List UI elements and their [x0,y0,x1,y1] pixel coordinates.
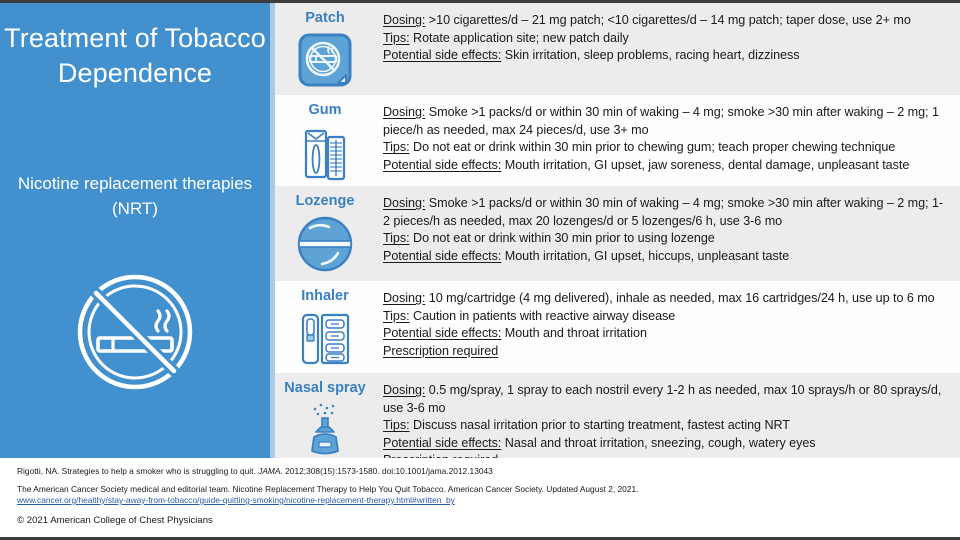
table-row-patch: Patch Dosing: >10 cig [275,3,960,95]
prescription-line: Prescription required [383,343,948,361]
page-title: Treatment of Tobacco Dependence [4,23,266,88]
citation1-journal: JAMA [258,466,281,476]
tips-text: Rotate application site; new patch daily [409,30,629,45]
tips-line: Tips: Discuss nasal irritation prior to … [383,417,948,435]
side-effects-text: Mouth irritation, GI upset, hiccups, unp… [501,248,790,263]
citation1-pre: Rigotti, NA. Strategies to help a smoker… [17,466,259,476]
citation-rigotti: Rigotti, NA. Strategies to help a smoker… [17,466,493,477]
table-row-nasal-spray: Nasal spray [275,373,960,467]
row-text-col-lozenge: Dosing: Smoke >1 packs/d or within 30 mi… [375,186,960,281]
side-effects-text: Mouth irritation, GI upset, jaw soreness… [501,157,910,172]
dosing-label: Dosing: [383,383,426,397]
dosing-line: Dosing: Smoke >1 packs/d or within 30 mi… [383,104,948,139]
tips-text: Do not eat or drink within 30 min prior … [409,140,896,155]
nicotine-inhaler-icon [295,309,355,372]
side-effects-label: Potential side effects: [383,435,502,450]
copyright-text: © 2021 American College of Chest Physici… [17,515,213,526]
dosing-label: Dosing: [383,196,426,210]
dosing-text: 10 mg/cartridge (4 mg delivered), inhale… [425,291,935,305]
dosing-text: 0.5 mg/spray, 1 spray to each nostril ev… [383,383,942,415]
side-effects-line: Potential side effects: Mouth irritation… [383,248,948,266]
dosing-label: Dosing: [383,291,426,305]
citation-acs-link[interactable]: www.cancer.org/healthy/stay-away-from-to… [17,495,455,505]
citation1-post: . 2012;308(15):1573-1580. doi:10.1001/ja… [280,466,493,476]
dosing-text: Smoke >1 packs/d or within 30 min of wak… [383,105,939,137]
row-label-gum: Gum [308,102,342,118]
table-row-inhaler: Inhaler [275,281,960,373]
tips-label: Tips: [383,418,410,433]
table-row-gum: Gum [275,95,960,186]
dosing-label: Dosing: [383,13,426,27]
dosing-label: Dosing: [383,105,426,119]
row-icon-col-lozenge: Lozenge [275,186,375,281]
side-effects-label: Potential side effects: [383,248,502,263]
row-icon-col-nasal-spray: Nasal spray [275,373,375,458]
row-label-patch: Patch [305,10,345,26]
nicotine-patch-icon [296,31,354,94]
side-effects-text: Mouth and throat irritation [501,326,647,341]
row-text-col-patch: Dosing: >10 cigarettes/d – 21 mg patch; … [375,3,960,95]
row-icon-col-inhaler: Inhaler [275,281,375,373]
row-icon-col-patch: Patch [275,3,375,95]
side-effects-label: Potential side effects: [383,48,502,63]
row-text-col-nasal-spray: Dosing: 0.5 mg/spray, 1 spray to each no… [375,373,960,467]
no-smoking-icon [74,271,196,398]
nicotine-gum-icon [296,123,354,188]
tips-line: Tips: Caution in patients with reactive … [383,308,948,326]
tips-label: Tips: [383,231,410,246]
sidebar-edge-divider [270,3,275,458]
tips-line: Tips: Rotate application site; new patch… [383,30,948,48]
prescription-label: Prescription required [383,343,499,358]
side-effects-label: Potential side effects: [383,157,502,172]
tips-text: Do not eat or drink within 30 min prior … [409,231,715,246]
tips-text: Caution in patients with reactive airway… [409,308,676,323]
side-effects-line: Potential side effects: Skin irritation,… [383,47,948,65]
tips-label: Tips: [383,140,410,155]
row-text-col-gum: Dosing: Smoke >1 packs/d or within 30 mi… [375,95,960,186]
row-icon-col-gum: Gum [275,95,375,186]
citation-acs: The American Cancer Society medical and … [17,484,639,494]
dosing-line: Dosing: 10 mg/cartridge (4 mg delivered)… [383,290,948,308]
title-sidebar: Treatment of Tobacco Dependence Nicotine… [0,3,270,458]
tips-label: Tips: [383,308,410,323]
side-effects-line: Potential side effects: Nasal and throat… [383,435,948,453]
side-effects-text: Nasal and throat irritation, sneezing, c… [501,435,816,450]
tips-text: Discuss nasal irritation prior to starti… [409,418,790,433]
side-effects-text: Skin irritation, sleep problems, racing … [501,48,800,63]
tips-line: Tips: Do not eat or drink within 30 min … [383,139,948,157]
dosing-text: Smoke >1 packs/d or within 30 min of wak… [383,196,944,228]
side-effects-line: Potential side effects: Mouth irritation… [383,157,948,175]
footer: Rigotti, NA. Strategies to help a smoker… [0,458,960,537]
table-row-lozenge: Lozenge Dosing: Smoke >1 packs/d or with… [275,186,960,281]
nrt-rows-container: Patch Dosing: >10 cig [275,3,960,467]
tips-line: Tips: Do not eat or drink within 30 min … [383,230,948,248]
page-subtitle: Nicotine replacement therapies (NRT) [17,174,253,218]
dosing-line: Dosing: >10 cigarettes/d – 21 mg patch; … [383,12,948,30]
row-label-lozenge: Lozenge [295,193,355,209]
dosing-line: Dosing: 0.5 mg/spray, 1 spray to each no… [383,382,948,417]
nicotine-lozenge-icon [294,214,356,279]
dosing-line: Dosing: Smoke >1 packs/d or within 30 mi… [383,195,948,230]
row-label-nasal-spray: Nasal spray [284,380,366,396]
row-label-inhaler: Inhaler [301,288,349,304]
tips-label: Tips: [383,30,410,45]
nasal-spray-icon [299,401,351,460]
side-effects-line: Potential side effects: Mouth and throat… [383,325,948,343]
side-effects-label: Potential side effects: [383,326,502,341]
row-text-col-inhaler: Dosing: 10 mg/cartridge (4 mg delivered)… [375,281,960,373]
dosing-text: >10 cigarettes/d – 21 mg patch; <10 ciga… [425,13,911,27]
